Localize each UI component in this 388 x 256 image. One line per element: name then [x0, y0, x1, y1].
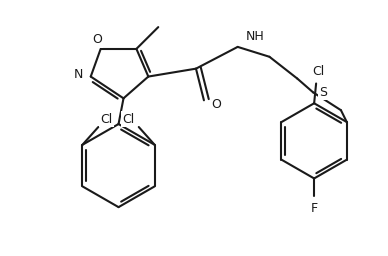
Text: N: N: [74, 68, 83, 81]
Text: O: O: [211, 98, 221, 111]
Text: S: S: [319, 86, 327, 99]
Text: NH: NH: [246, 30, 264, 44]
Text: Cl: Cl: [312, 65, 324, 78]
Text: O: O: [92, 34, 102, 47]
Text: Cl: Cl: [100, 113, 113, 126]
Text: F: F: [310, 202, 318, 215]
Text: Cl: Cl: [123, 113, 135, 126]
